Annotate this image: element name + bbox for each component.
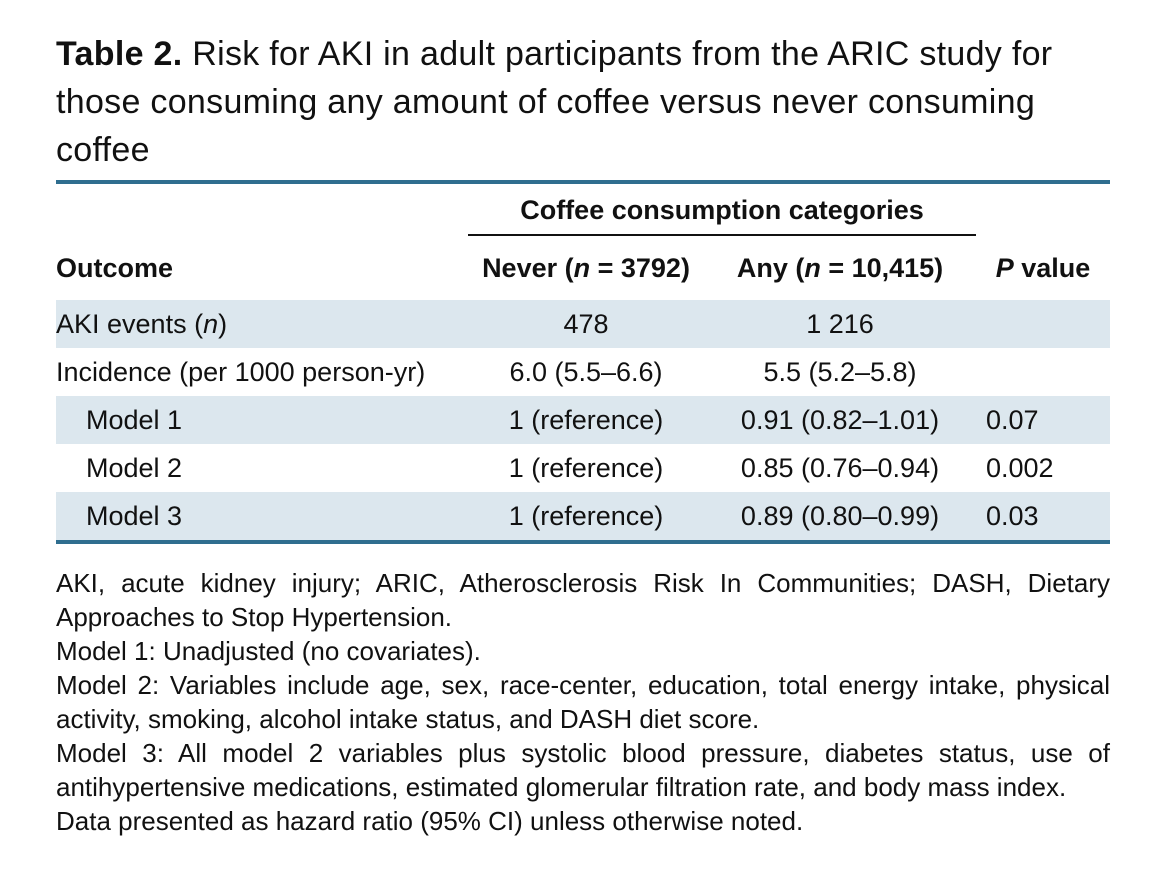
table-bottom-rule — [56, 540, 1110, 544]
results-table: Coffee consumption categories Outcome Ne… — [56, 184, 1110, 540]
row-outcome: Model 1 — [56, 396, 468, 444]
table-column-header-row: Outcome Never (n = 3792) Any (n = 10,415… — [56, 236, 1110, 300]
table-caption: Table 2. Risk for AKI in adult participa… — [56, 30, 1110, 174]
any-suffix: = 10,415) — [820, 252, 944, 283]
table-top-rule — [56, 180, 1110, 184]
row-p-value: 0.03 — [976, 492, 1110, 540]
never-suffix: = 3792) — [590, 252, 690, 283]
column-header-outcome: Outcome — [56, 236, 468, 300]
footnote-data-presentation: Data presented as hazard ratio (95% CI) … — [56, 806, 804, 836]
row-any-value: 0.85 (0.76–0.94) — [740, 452, 940, 483]
table-row: Model 3 1 (reference) 0.89 (0.80–0.99) 0… — [56, 492, 1110, 540]
row-never-value: 1 (reference) — [468, 492, 704, 540]
column-header-never: Never (n = 3792) — [468, 236, 704, 300]
row-never-value: 478 — [468, 300, 704, 348]
p-suffix: value — [1013, 252, 1091, 283]
group-header-coffee-categories: Coffee consumption categories — [520, 194, 924, 225]
any-n: n — [804, 252, 821, 283]
results-table-wrapper: Coffee consumption categories Outcome Ne… — [56, 180, 1110, 544]
row-never-value: 1 (reference) — [508, 452, 664, 483]
table-row: Incidence (per 1000 person-yr) 6.0 (5.5–… — [56, 348, 1110, 396]
row-p-value — [976, 300, 1110, 348]
row-any-value: 1 216 — [704, 300, 976, 348]
footnote-abbreviations: AKI, acute kidney injury; ARIC, Atherosc… — [56, 568, 1110, 632]
row-any-value: 0.91 (0.82–1.01) — [704, 396, 976, 444]
row-never-value: 6.0 (5.5–6.6) — [509, 356, 663, 387]
outcome-italic: n — [203, 308, 219, 339]
row-outcome: AKI events (n) — [56, 300, 468, 348]
footnote-model-3: Model 3: All model 2 variables plus syst… — [56, 738, 1110, 802]
column-header-outcome-text: Outcome — [56, 252, 174, 283]
outcome-prefix: AKI events ( — [56, 308, 204, 339]
row-outcome: Incidence (per 1000 person-yr) — [56, 356, 426, 387]
row-p-value: 0.07 — [976, 396, 1110, 444]
table-group-header-row: Coffee consumption categories — [56, 184, 1110, 236]
column-header-any: Any (n = 10,415) — [704, 236, 976, 300]
any-prefix: Any ( — [736, 252, 805, 283]
p-italic: P — [995, 252, 1014, 283]
table-caption-label: Table 2. — [56, 35, 183, 73]
never-prefix: Never ( — [482, 252, 574, 283]
row-outcome: Model 3 — [56, 492, 468, 540]
row-any-value: 0.89 (0.80–0.99) — [704, 492, 976, 540]
outcome-suffix: ) — [218, 308, 228, 339]
row-p-value — [976, 348, 1110, 396]
group-header-spacer-left — [56, 184, 468, 236]
row-never-value: 1 (reference) — [468, 396, 704, 444]
footnote-model-2: Model 2: Variables include age, sex, rac… — [56, 670, 1110, 734]
table-row: AKI events (n) 478 1 216 — [56, 300, 1110, 348]
table-row: Model 1 1 (reference) 0.91 (0.82–1.01) 0… — [56, 396, 1110, 444]
row-outcome: Model 2 — [86, 452, 183, 483]
group-header-spacer-right — [976, 184, 1110, 236]
table-figure: Table 2. Risk for AKI in adult participa… — [56, 30, 1110, 838]
table-row: Model 2 1 (reference) 0.85 (0.76–0.94) 0… — [56, 444, 1110, 492]
group-header-underline — [468, 234, 976, 236]
group-header-cell: Coffee consumption categories — [468, 184, 976, 236]
row-any-value: 5.5 (5.2–5.8) — [763, 356, 917, 387]
footnote-model-1: Model 1: Unadjusted (no covariates). — [56, 636, 481, 666]
row-p-value: 0.002 — [986, 452, 1054, 483]
table-footnotes: AKI, acute kidney injury; ARIC, Atherosc… — [56, 566, 1110, 838]
table-caption-text: Risk for AKI in adult participants from … — [56, 35, 1053, 169]
column-header-p-value: P value — [976, 236, 1110, 300]
never-n: n — [573, 252, 591, 283]
